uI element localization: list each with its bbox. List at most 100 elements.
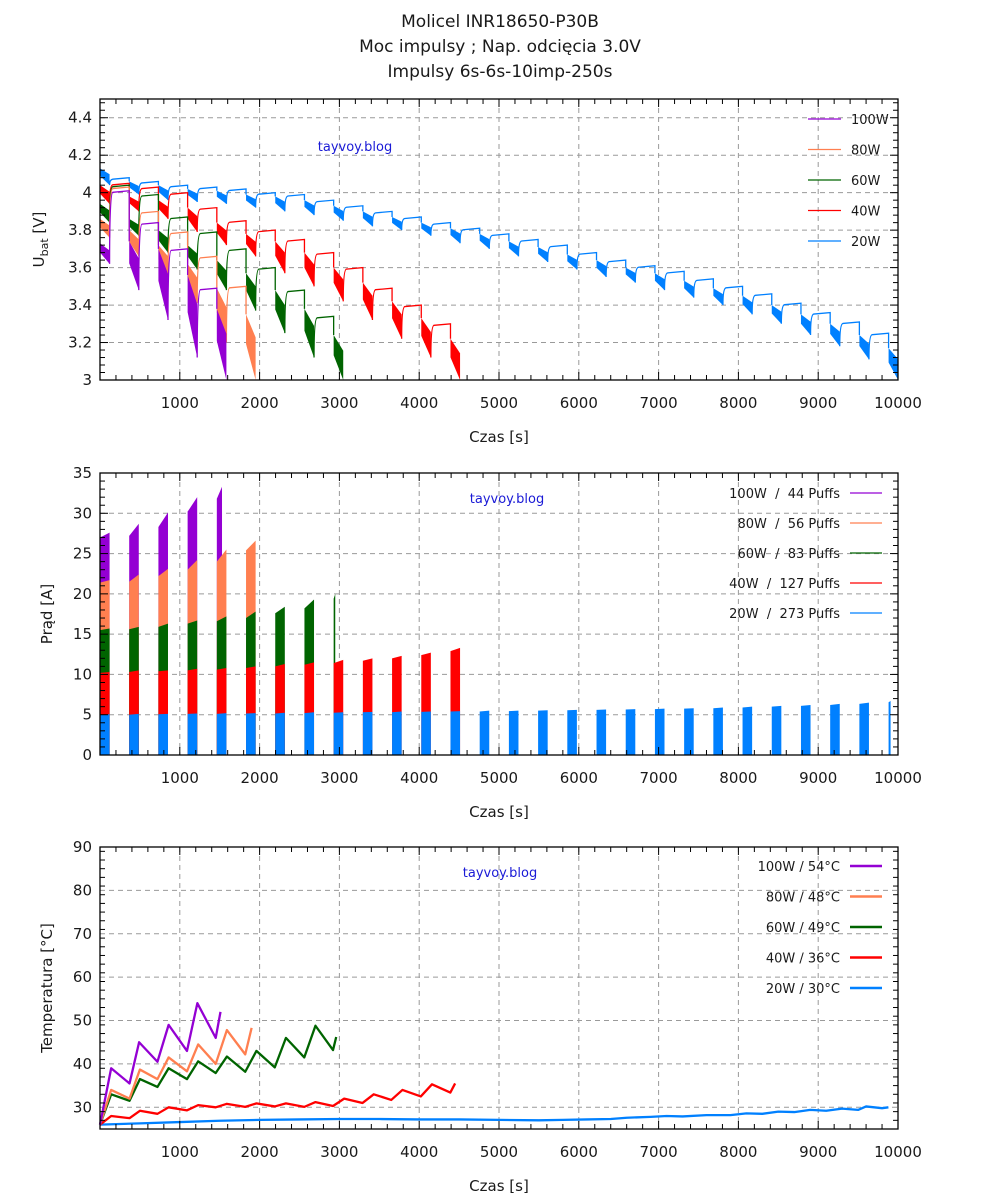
voltage-rest-curve	[400, 216, 422, 231]
voltage-pulse-group	[450, 338, 461, 380]
y-axis-label: Ubat [V]	[30, 212, 51, 268]
voltage-rest-curve	[488, 233, 510, 249]
voltage-rest-curve	[225, 285, 247, 343]
voltage-pulse-group	[100, 185, 110, 204]
voltage-pulse-group	[187, 275, 198, 358]
series-20W	[100, 168, 898, 380]
voltage-pulse-group	[216, 190, 227, 204]
voltage-pulse-group	[508, 241, 519, 257]
legend-label-80W: 80W / 56 Puffs	[737, 517, 840, 532]
temperature-line-20W	[99, 1105, 889, 1126]
x-tick-label: 8000	[719, 1143, 757, 1161]
temperature-line-60W	[98, 1024, 338, 1126]
legend-label-100W: 100W	[851, 113, 889, 128]
x-tick-label: 6000	[560, 769, 598, 787]
voltage-rest-curve	[225, 220, 247, 246]
voltage-rest-curve	[196, 206, 218, 233]
x-tick-label: 5000	[480, 394, 518, 412]
x-tick-label: 1000	[161, 769, 199, 787]
current-pulse-bar	[684, 708, 694, 755]
voltage-pulse-group	[538, 246, 548, 262]
current-pulse-bar	[596, 709, 607, 755]
voltage-rest-curve	[254, 229, 276, 257]
voltage-rest-curve	[284, 289, 306, 334]
x-tick-label: 10000	[874, 1143, 922, 1161]
current-pulse-bar	[216, 713, 227, 755]
x-tick-label: 8000	[719, 769, 757, 787]
current-pulse-bar	[392, 711, 402, 755]
voltage-pulse-group	[479, 233, 490, 249]
voltage-rest-curve	[138, 193, 160, 236]
y-tick-label: 3.8	[68, 221, 92, 239]
voltage-rest-curve	[313, 315, 335, 358]
voltage-rest-curve	[225, 188, 247, 204]
x-tick-label: 9000	[799, 769, 837, 787]
voltage-rest-curve	[634, 265, 656, 283]
y-tick-label: 25	[73, 545, 92, 563]
current-pulse-bar	[421, 711, 431, 755]
voltage-pulse-group	[100, 218, 110, 238]
voltage-rest-curve	[459, 227, 481, 244]
voltage-rest-curve	[284, 238, 306, 274]
voltage-pulse-group	[392, 301, 402, 339]
current-pulse-bar	[187, 713, 198, 755]
voltage-rest-curve	[663, 270, 685, 291]
voltage-rest-curve	[138, 180, 160, 195]
series-80W	[100, 540, 256, 755]
legend-label-80W: 80W	[851, 144, 881, 159]
voltage-pulse-group	[859, 335, 869, 360]
voltage-rest-curve	[108, 190, 130, 264]
voltage-pulse-group	[654, 273, 665, 291]
voltage-pulse-group	[830, 323, 840, 347]
current-pulse-bar	[129, 713, 139, 755]
voltage-pulse-group	[800, 314, 811, 336]
current-pulse-bar	[508, 710, 519, 755]
current-pulse-bar	[158, 713, 168, 755]
voltage-rest-curve	[254, 191, 276, 208]
y-tick-label: 15	[73, 625, 92, 643]
voltage-pulse-group	[100, 168, 110, 186]
x-tick-label: 10000	[874, 769, 922, 787]
current-pulse-bar	[800, 705, 811, 755]
y-tick-label: 20	[73, 585, 92, 603]
voltage-pulse-group	[246, 233, 256, 257]
voltage-rest-curve	[196, 287, 218, 358]
voltage-pulse-group	[246, 194, 256, 208]
voltage-pulse-group	[246, 314, 256, 380]
current-pulse-bar	[450, 711, 461, 755]
y-tick-label: 3.4	[68, 296, 92, 314]
voltage-rest-curve	[868, 332, 890, 360]
y-tick-label: 4.4	[68, 109, 92, 127]
voltage-pulse-group	[158, 248, 168, 321]
voltage-rest-curve	[809, 311, 831, 336]
x-tick-label: 10000	[874, 394, 922, 412]
voltage-pulse-group	[713, 288, 723, 306]
voltage-pulse-group	[100, 203, 110, 223]
legend-label-100W: 100W / 54°C	[758, 860, 840, 875]
x-tick-label: 6000	[560, 1143, 598, 1161]
current-pulse-bar	[625, 709, 636, 755]
legend-label-60W: 60W / 49°C	[766, 921, 840, 936]
voltage-pulse-group	[275, 241, 285, 274]
voltage-pulse-group	[771, 305, 782, 324]
legend-label-60W: 60W / 83 Puffs	[737, 547, 840, 562]
x-tick-label: 8000	[719, 394, 757, 412]
voltage-rest-curve	[167, 184, 189, 201]
voltage-rest-curve	[342, 205, 364, 221]
x-axis-label: Czas [s]	[469, 1177, 529, 1195]
voltage-rest-curve	[400, 304, 422, 339]
voltage-rest-curve	[693, 278, 714, 298]
current-pulse-bar	[771, 705, 782, 755]
y-tick-label: 90	[73, 838, 92, 856]
series-20W	[100, 701, 891, 755]
y-axis-label: Prąd [A]	[38, 584, 56, 644]
x-tick-label: 4000	[400, 394, 438, 412]
voltage-rest-curve	[254, 266, 276, 311]
voltage-pulse-group	[333, 205, 344, 221]
current-pulse-bar	[859, 702, 869, 755]
x-tick-label: 3000	[320, 1143, 358, 1161]
voltage-pulse-group	[187, 188, 198, 203]
voltage-rest-curve	[167, 191, 189, 219]
current-pulse-bar	[275, 712, 285, 755]
